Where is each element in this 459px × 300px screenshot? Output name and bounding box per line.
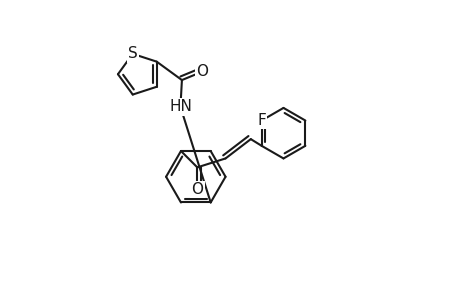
- Text: O: O: [196, 64, 207, 79]
- Text: F: F: [257, 113, 265, 128]
- Text: HN: HN: [168, 99, 191, 114]
- Text: O: O: [191, 182, 203, 197]
- Text: S: S: [128, 46, 137, 62]
